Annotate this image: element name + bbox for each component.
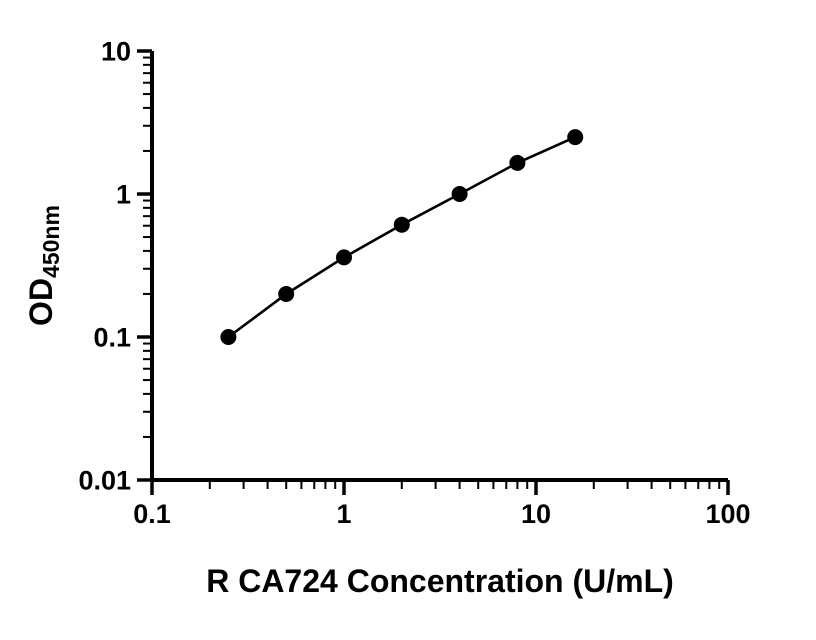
data-point-marker [336, 249, 352, 266]
y-tick-label: 1 [116, 180, 131, 210]
data-point-marker [278, 286, 295, 302]
y-axis-title: OD450nm [23, 205, 64, 326]
x-axis-title: R CA724 Concentration (U/mL) [206, 563, 674, 599]
series-markers [220, 129, 584, 345]
data-point-marker [393, 216, 410, 233]
x-tick-label: 10 [521, 499, 551, 529]
y-tick-label: 10 [101, 37, 131, 67]
data-point-marker [567, 129, 584, 146]
data-point-marker [220, 329, 237, 345]
data-point-marker [451, 186, 468, 202]
y-tick-label: 0.1 [93, 323, 131, 353]
x-tick-label: 0.1 [133, 499, 171, 529]
x-tick-label: 100 [705, 499, 750, 529]
data-point-marker [509, 154, 526, 171]
x-tick-label: 1 [336, 499, 351, 529]
y-tick-label: 0.01 [78, 466, 131, 496]
minor-ticks [143, 56, 721, 489]
axis-lines [150, 51, 728, 482]
